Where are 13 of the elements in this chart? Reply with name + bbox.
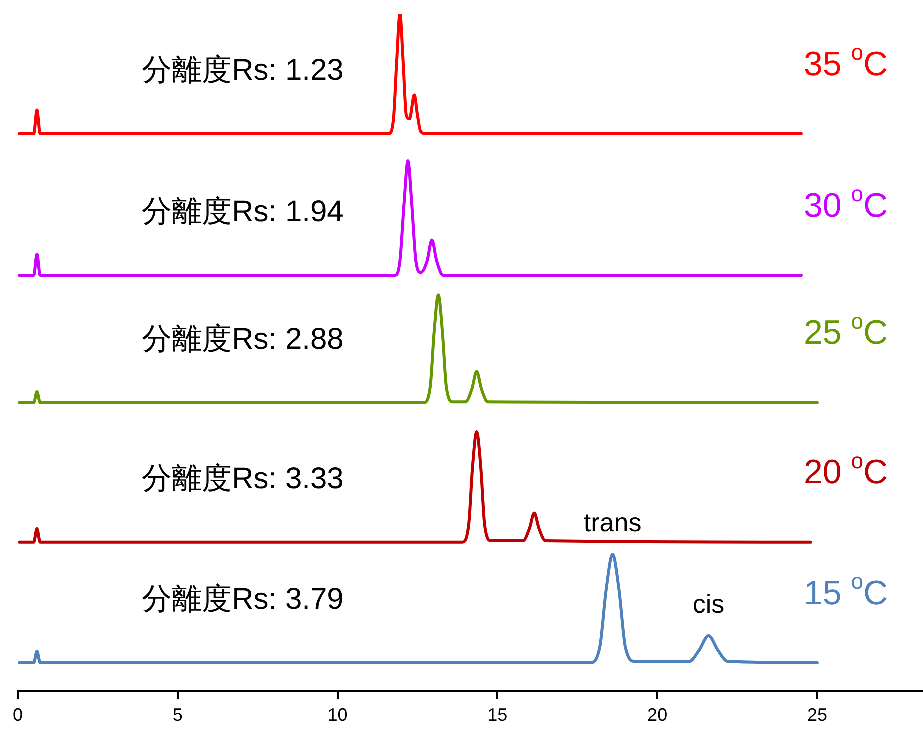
- x-tick-label: 5: [172, 705, 183, 726]
- annotation: 分離度Rs: 3.79: [142, 583, 344, 616]
- x-tick-label: 25: [807, 705, 828, 726]
- annotation: 分離度Rs: 3.33: [142, 462, 344, 496]
- annotation: 分離度Rs: 1.94: [142, 196, 344, 229]
- annotation: trans: [584, 508, 642, 538]
- annotation: cis: [692, 589, 725, 620]
- x-tick-label: 0: [12, 705, 24, 726]
- x-tick-label: 15: [488, 705, 508, 726]
- x-tick-label: 10: [328, 705, 348, 726]
- annotation: 分離度Rs: 1.23: [142, 54, 344, 88]
- annotation: 分離度Rs: 2.88: [142, 323, 344, 356]
- x-tick-label: 20: [648, 705, 668, 726]
